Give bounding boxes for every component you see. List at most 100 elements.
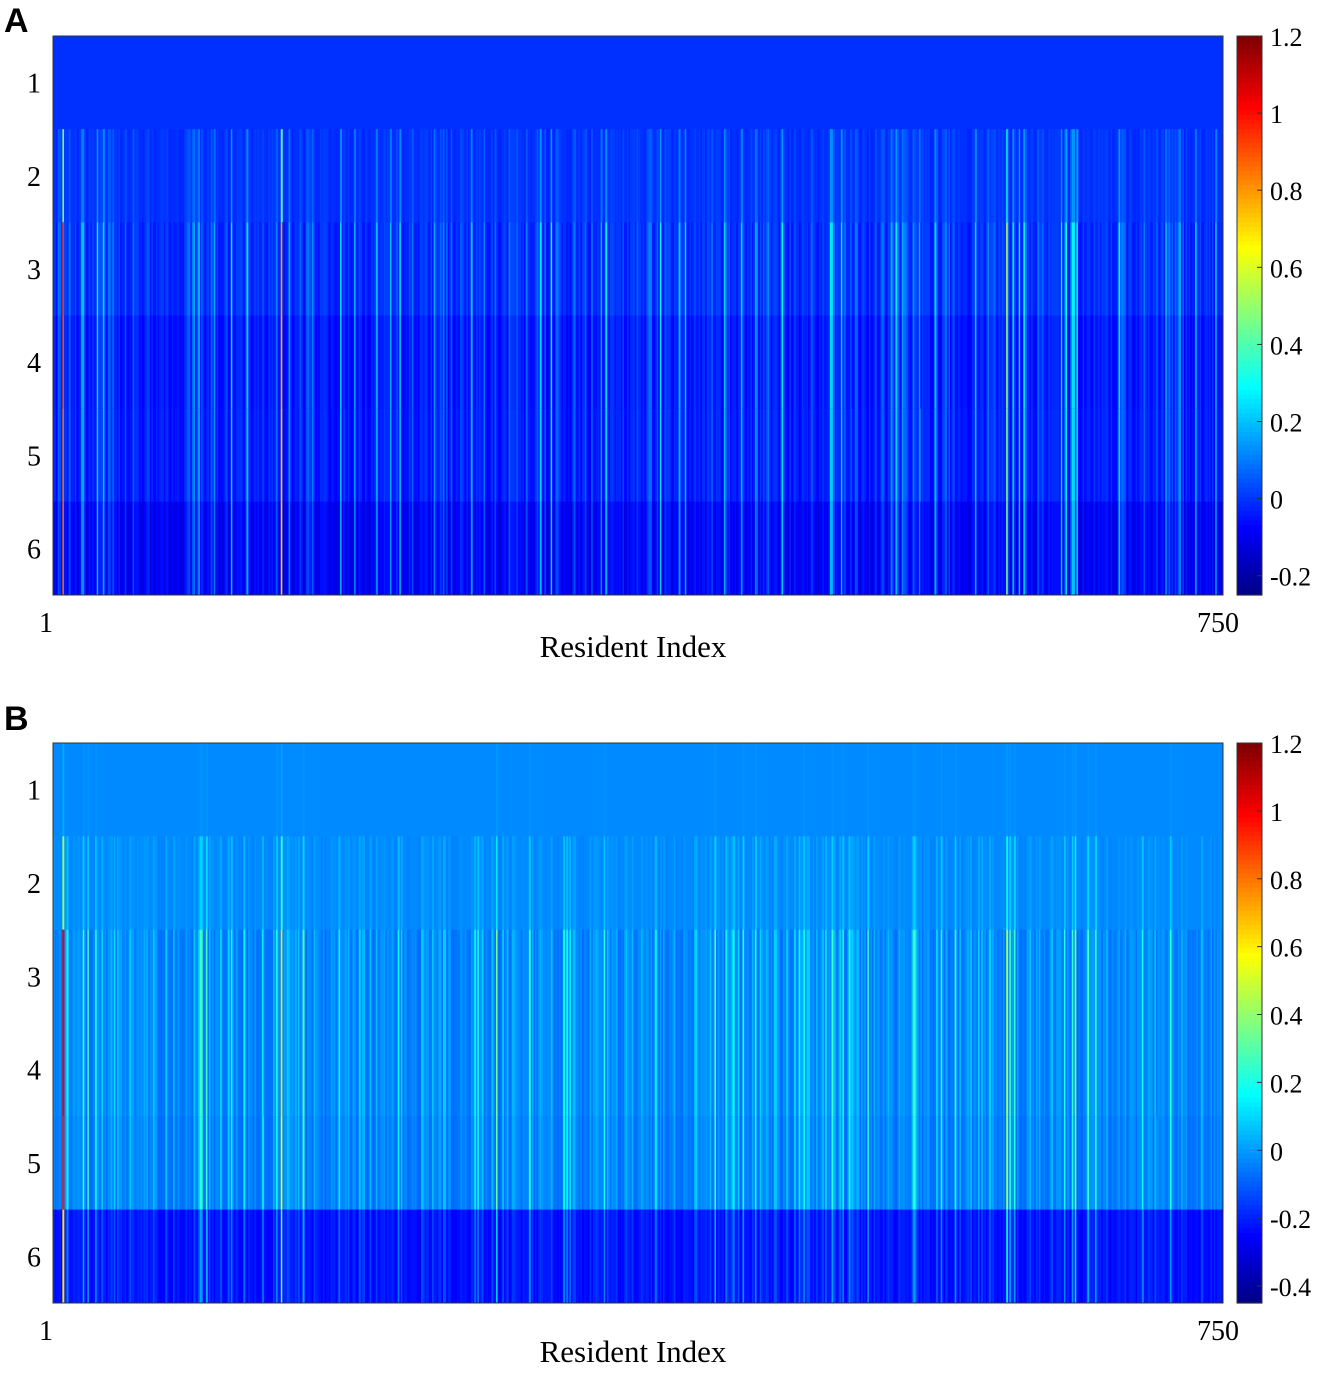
heatmap-cell bbox=[392, 836, 394, 930]
heatmap-cell bbox=[193, 836, 195, 930]
heatmap-cell bbox=[743, 222, 745, 316]
heatmap-cell bbox=[1165, 930, 1167, 1024]
heatmap-cell bbox=[1145, 316, 1147, 410]
colorbar-segment bbox=[1237, 544, 1262, 549]
heatmap-cell bbox=[958, 409, 960, 503]
colorbar-tick-label: 0.2 bbox=[1270, 409, 1303, 438]
heatmap-cell bbox=[86, 502, 88, 596]
heatmap-cell bbox=[499, 836, 501, 930]
heatmap-cell bbox=[1020, 502, 1022, 596]
heatmap-cell bbox=[593, 409, 595, 503]
heatmap-cell bbox=[426, 129, 428, 223]
heatmap-cell bbox=[948, 1023, 950, 1117]
heatmap-cell bbox=[526, 409, 528, 503]
heatmap-cell bbox=[139, 129, 141, 223]
heatmap-cell bbox=[401, 836, 403, 930]
heatmap-cell bbox=[825, 836, 827, 930]
heatmap-cell bbox=[1162, 129, 1164, 223]
heatmap-cell bbox=[248, 1023, 250, 1117]
heatmap-cell bbox=[1073, 409, 1075, 503]
heatmap-cell bbox=[315, 409, 317, 503]
heatmap-cell bbox=[348, 836, 350, 930]
heatmap-cell bbox=[1156, 502, 1158, 596]
heatmap-cell bbox=[718, 836, 720, 930]
heatmap-cell bbox=[320, 129, 322, 223]
heatmap-cell bbox=[1203, 129, 1205, 223]
heatmap-cell bbox=[331, 316, 333, 410]
heatmap-cell bbox=[236, 1023, 238, 1117]
colorbar-segment bbox=[1237, 348, 1262, 353]
heatmap-cell bbox=[1190, 222, 1192, 316]
heatmap-cell bbox=[694, 222, 696, 316]
heatmap-cell bbox=[240, 502, 242, 596]
colorbar-segment bbox=[1237, 385, 1262, 390]
heatmap-cell bbox=[1140, 129, 1142, 223]
heatmap-cell bbox=[292, 836, 294, 930]
heatmap-cell bbox=[1168, 409, 1170, 503]
heatmap-cell bbox=[566, 836, 568, 930]
heatmap-cell bbox=[838, 129, 840, 223]
heatmap-cell bbox=[69, 502, 71, 596]
heatmap-cell bbox=[1058, 129, 1060, 223]
heatmap-cell bbox=[1168, 502, 1170, 596]
heatmap-cell bbox=[175, 1023, 177, 1117]
heatmap-cell bbox=[179, 222, 181, 316]
heatmap-cell bbox=[992, 930, 994, 1024]
heatmap-cell bbox=[1048, 129, 1050, 223]
heatmap-cell bbox=[1217, 502, 1219, 596]
heatmap-cell bbox=[193, 1116, 195, 1210]
heatmap-cell bbox=[455, 836, 457, 930]
heatmap-cell bbox=[733, 836, 735, 930]
heatmap-cell bbox=[76, 316, 78, 410]
heatmap-cell bbox=[813, 316, 815, 410]
heatmap-cell bbox=[221, 316, 223, 410]
heatmap-cell bbox=[73, 930, 75, 1024]
colorbar-segment bbox=[1237, 553, 1262, 558]
heatmap-cell bbox=[994, 129, 996, 223]
heatmap-cell bbox=[198, 316, 200, 410]
heatmap-cell bbox=[842, 743, 844, 837]
heatmap-cell bbox=[822, 409, 824, 503]
heatmap-cell bbox=[69, 222, 71, 316]
heatmap-cell bbox=[1215, 129, 1217, 223]
heatmap-cell bbox=[83, 743, 85, 837]
colorbar-segment bbox=[1237, 260, 1262, 265]
colorbar-segment bbox=[1237, 241, 1262, 246]
heatmap-cell bbox=[351, 129, 353, 223]
heatmap-cell bbox=[80, 1116, 82, 1210]
heatmap-cell bbox=[73, 836, 75, 930]
heatmap-cell bbox=[262, 409, 264, 503]
heatmap-cell bbox=[688, 1023, 690, 1117]
heatmap-cell bbox=[981, 409, 983, 503]
colorbar-segment bbox=[1237, 548, 1262, 553]
heatmap-cell bbox=[198, 222, 200, 316]
heatmap-cell bbox=[367, 930, 369, 1024]
heatmap-cell bbox=[526, 129, 528, 223]
heatmap-cell bbox=[175, 930, 177, 1024]
heatmap-cell bbox=[206, 836, 208, 930]
heatmap-cell bbox=[502, 836, 504, 930]
heatmap-cell bbox=[822, 222, 824, 316]
heatmap-cell bbox=[254, 836, 256, 930]
heatmap-cell bbox=[1098, 129, 1100, 223]
heatmap-cell bbox=[761, 836, 763, 930]
heatmap-cell bbox=[822, 316, 824, 410]
heatmap-cell bbox=[691, 409, 693, 503]
heatmap-cell bbox=[326, 129, 328, 223]
heatmap-cell bbox=[343, 409, 345, 503]
colorbar-segment bbox=[1237, 376, 1262, 381]
colorbar-segment bbox=[1237, 339, 1262, 344]
colorbar-segment bbox=[1237, 213, 1262, 218]
heatmap-cell bbox=[173, 409, 175, 503]
heatmap-cell bbox=[243, 1023, 245, 1117]
heatmap-cell bbox=[251, 129, 253, 223]
heatmap-cell bbox=[895, 836, 897, 930]
heatmap-cell bbox=[958, 316, 960, 410]
heatmap-cell bbox=[930, 836, 932, 930]
heatmap-cell bbox=[1172, 1023, 1174, 1117]
colorbar-segment bbox=[1237, 362, 1262, 367]
heatmap-cell bbox=[376, 502, 378, 596]
heatmap-cell bbox=[1106, 409, 1108, 503]
heatmap-cell bbox=[292, 930, 294, 1024]
